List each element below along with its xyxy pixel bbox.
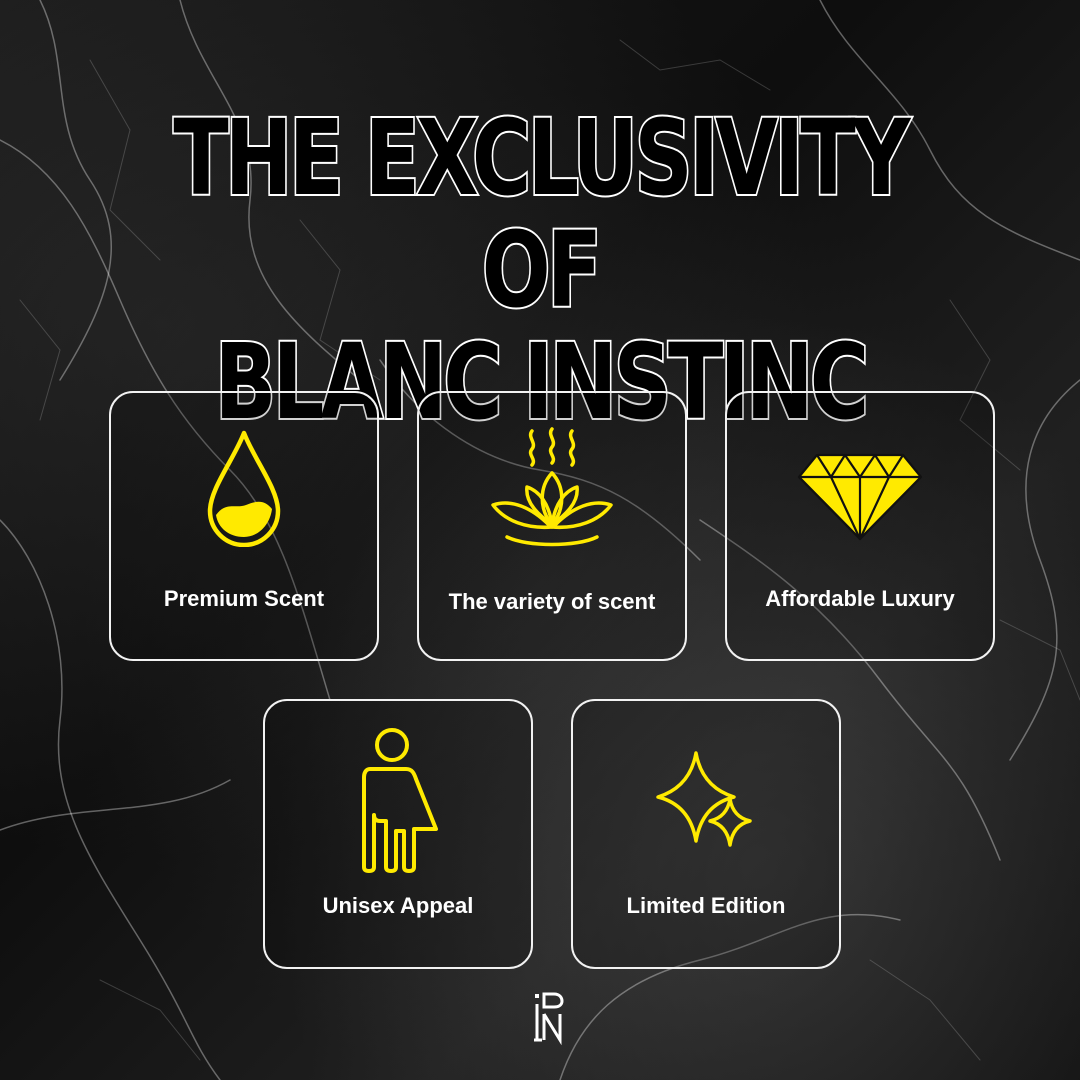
diamond-icon bbox=[797, 453, 923, 541]
feature-label: Affordable Luxury bbox=[765, 586, 955, 611]
feature-card-variety-of-scent: The variety of scent bbox=[417, 391, 687, 661]
sparkles-icon bbox=[656, 751, 752, 847]
feature-card-limited-edition: Limited Edition bbox=[571, 699, 841, 969]
oil-drop-icon bbox=[207, 430, 281, 547]
feature-card-unisex-appeal: Unisex Appeal bbox=[263, 699, 533, 969]
feature-card-affordable-luxury: Affordable Luxury bbox=[725, 391, 995, 661]
page-title: THE EXCLUSIVITY OF BLANC INSTINC bbox=[119, 97, 961, 443]
title-line-2: BLANC INSTINC bbox=[213, 321, 871, 443]
feature-label: Premium Scent bbox=[163, 586, 325, 611]
title-line-1: THE EXCLUSIVITY OF bbox=[172, 97, 912, 331]
feature-label: Unisex Appeal bbox=[322, 893, 474, 918]
feature-label: The variety of scent bbox=[448, 589, 656, 614]
feature-card-premium-scent: Premium Scent bbox=[109, 391, 379, 661]
feature-label: Limited Edition bbox=[626, 893, 786, 918]
lotus-aroma-icon bbox=[491, 427, 613, 547]
unisex-person-icon bbox=[362, 728, 438, 873]
brand-monogram-logo bbox=[534, 992, 564, 1046]
